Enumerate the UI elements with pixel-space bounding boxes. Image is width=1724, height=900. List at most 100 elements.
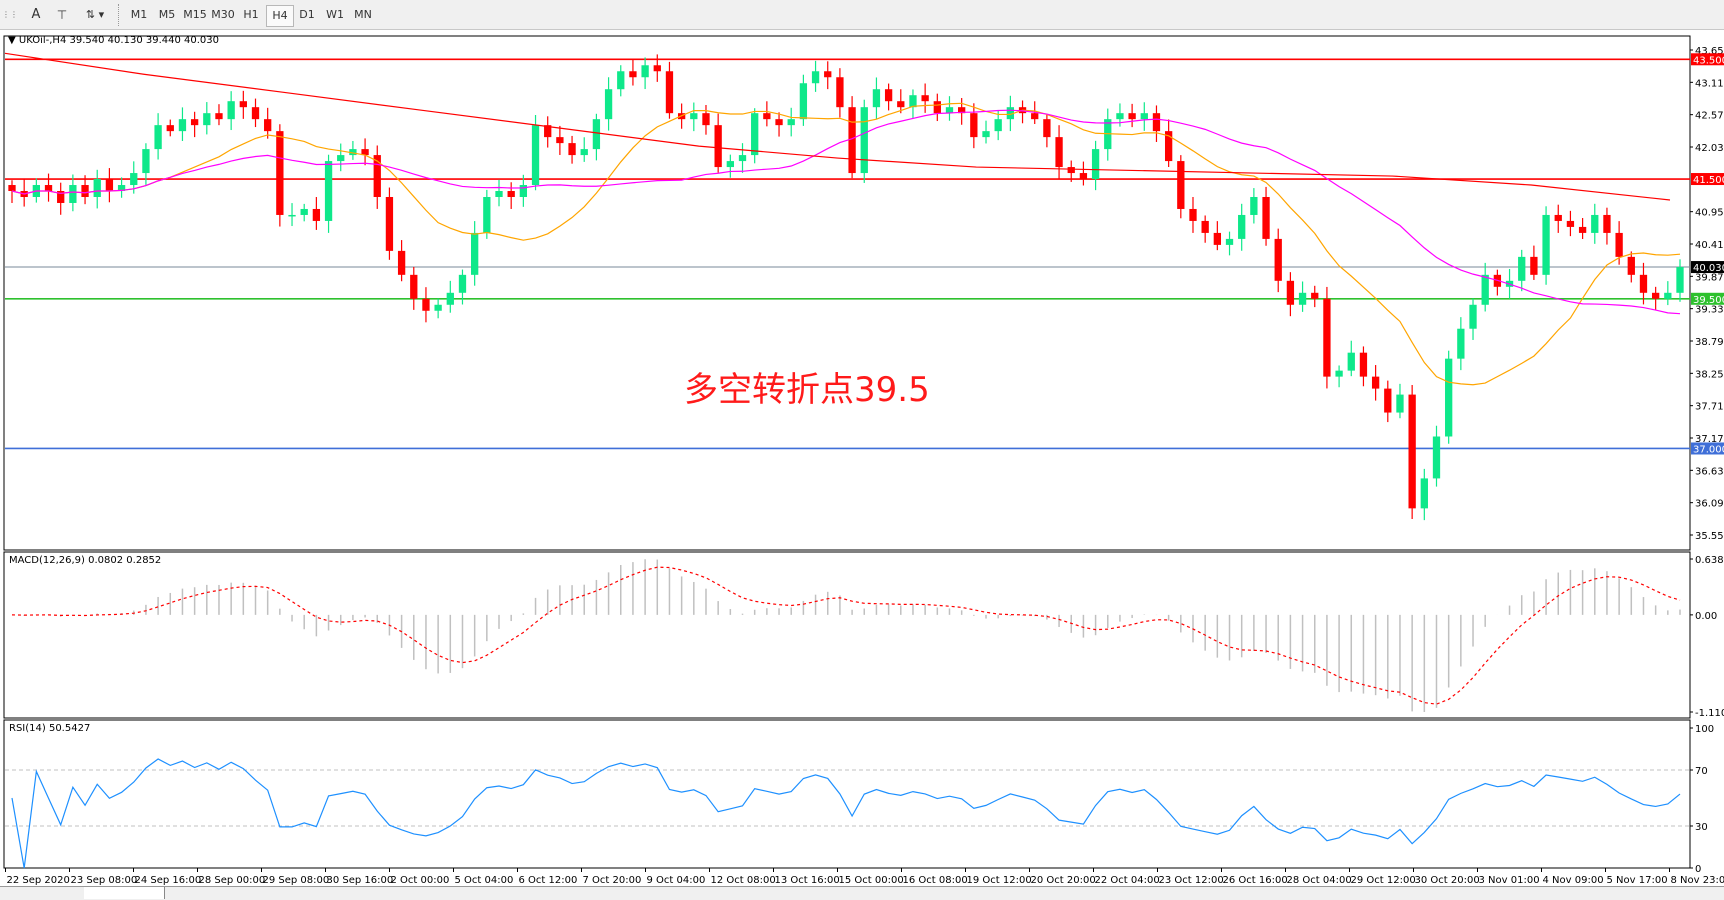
time-label: 29 Sep 08:00 [263, 875, 330, 886]
time-label: 22 Sep 2020 [7, 875, 70, 886]
candle-down [897, 101, 904, 107]
chart-tab-active[interactable] [84, 887, 165, 899]
candle-up [1457, 329, 1464, 359]
candle-up [1591, 215, 1598, 233]
time-label: 28 Oct 04:00 [1287, 875, 1352, 886]
time-label: 26 Oct 16:00 [1223, 875, 1288, 886]
text-A-icon[interactable]: A [28, 5, 44, 25]
candle-down [1080, 173, 1087, 179]
arrows-icon[interactable]: ⇅ ▾ [80, 5, 110, 25]
time-label: 30 Sep 16:00 [327, 875, 394, 886]
candle-up [1348, 353, 1355, 371]
candle-down [1055, 137, 1062, 167]
candle-up [1421, 478, 1428, 508]
toolbar-separator [118, 4, 122, 26]
candle-up [751, 113, 758, 155]
candle-down [1068, 167, 1075, 173]
macd-axis-label: 0.00 [1695, 611, 1717, 622]
price-tick-label: 42.035 [1695, 143, 1724, 154]
timeframe-h1[interactable]: H1 [238, 5, 264, 25]
price-tick-label: 40.955 [1695, 208, 1724, 219]
candle-down [1372, 377, 1379, 389]
candle-down [422, 299, 429, 311]
macd-axis-label: 0.6386 [1695, 555, 1724, 566]
candle-up [909, 95, 916, 107]
price-tick-label: 40.415 [1695, 240, 1724, 251]
symbol-header: ▼ UKOil-,H4 39.540 40.130 39.440 40.030 [8, 35, 219, 46]
candle-up [434, 305, 441, 311]
candle-down [1275, 239, 1282, 281]
time-label: 6 Oct 12:00 [519, 875, 578, 886]
candle-down [1031, 113, 1038, 119]
price-tick-label: 42.575 [1695, 111, 1724, 122]
candle-down [1153, 113, 1160, 131]
candle-down [1323, 299, 1330, 377]
candle-down [836, 77, 843, 107]
candle-down [629, 71, 636, 77]
candle-down [1652, 293, 1659, 299]
time-label: 2 Oct 00:00 [391, 875, 450, 886]
timeframe-w1[interactable]: W1 [322, 5, 348, 25]
time-label: 29 Oct 12:00 [1351, 875, 1416, 886]
candle-down [1128, 113, 1135, 119]
hline-price-label: 41.500 [1693, 175, 1724, 186]
fibo-icon[interactable]: ⋮⋮ [2, 5, 16, 25]
text-label-icon[interactable]: ⊤ [54, 5, 70, 25]
candle-down [970, 113, 977, 137]
candle-up [471, 233, 478, 275]
price-tick-label: 38.255 [1695, 369, 1724, 380]
candle-down [824, 71, 831, 77]
candle-up [447, 293, 454, 305]
candle-up [739, 155, 746, 161]
time-label: 15 Oct 00:00 [839, 875, 904, 886]
candle-up [617, 71, 624, 89]
rsi-axis-label: 100 [1695, 724, 1714, 735]
candle-up [641, 65, 648, 77]
candle-down [1287, 281, 1294, 305]
candle-down [1555, 215, 1562, 221]
candle-down [410, 275, 417, 299]
price-tick-label: 36.095 [1695, 499, 1724, 510]
timeframe-m5[interactable]: M5 [154, 5, 180, 25]
candle-up [495, 191, 502, 197]
candle-down [921, 95, 928, 101]
candle-up [179, 119, 186, 131]
candle-up [581, 149, 588, 155]
candle-up [483, 197, 490, 233]
collapse-triangle-icon[interactable]: ▼ [8, 35, 16, 46]
time-label: 20 Oct 20:00 [1031, 875, 1096, 886]
candle-up [1676, 267, 1683, 293]
time-label: 5 Oct 04:00 [455, 875, 514, 886]
timeframe-m1[interactable]: M1 [126, 5, 152, 25]
candle-down [1262, 197, 1269, 239]
candle-up [337, 155, 344, 161]
candle-down [1530, 257, 1537, 275]
candle-down [240, 101, 247, 107]
time-label: 16 Oct 08:00 [903, 875, 968, 886]
candle-up [861, 107, 868, 173]
candle-down [763, 113, 770, 119]
candle-up [727, 161, 734, 167]
timeframe-mn[interactable]: MN [350, 5, 376, 25]
candle-down [264, 119, 271, 131]
time-label: 22 Oct 04:00 [1095, 875, 1160, 886]
timeframe-d1[interactable]: D1 [294, 5, 320, 25]
macd-axis-label: -1.1104 [1695, 708, 1724, 719]
candle-down [386, 197, 393, 251]
candle-up [69, 185, 76, 203]
timeframe-m30[interactable]: M30 [210, 5, 236, 25]
candle-down [1408, 395, 1415, 509]
price-tick-label: 39.335 [1695, 305, 1724, 316]
candle-up [459, 275, 466, 293]
timeframe-h4[interactable]: H4 [266, 5, 294, 27]
chart-canvas[interactable]: 43.65543.11542.57542.03540.95540.41539.8… [0, 30, 1724, 886]
time-label: 19 Oct 12:00 [967, 875, 1032, 886]
rsi-axis-label: 0 [1695, 864, 1701, 875]
candle-up [1433, 437, 1440, 479]
candle-down [1043, 119, 1050, 137]
candle-down [398, 251, 405, 275]
macd-label: MACD(12,26,9) 0.0802 0.2852 [9, 555, 161, 566]
candle-up [325, 161, 332, 221]
timeframe-m15[interactable]: M15 [182, 5, 208, 25]
chart-tab[interactable] [0, 887, 85, 899]
